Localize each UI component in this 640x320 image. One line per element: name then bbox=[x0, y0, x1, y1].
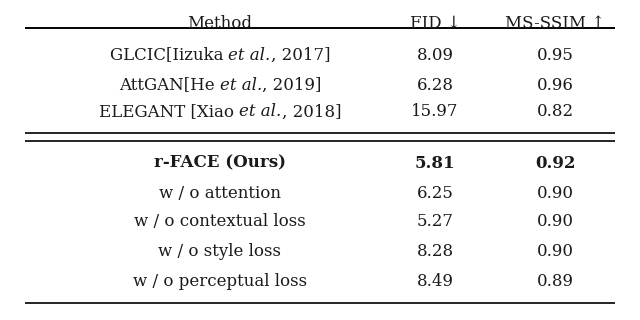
Text: et al.: et al. bbox=[228, 46, 271, 63]
Text: 8.49: 8.49 bbox=[417, 274, 454, 291]
Text: et al.: et al. bbox=[239, 103, 282, 121]
Text: et al.: et al. bbox=[220, 76, 262, 93]
Text: 8.28: 8.28 bbox=[417, 244, 454, 260]
Text: r-FACE (Ours): r-FACE (Ours) bbox=[154, 155, 286, 172]
Text: 0.90: 0.90 bbox=[536, 244, 573, 260]
Text: 6.25: 6.25 bbox=[417, 185, 453, 202]
Text: 8.09: 8.09 bbox=[417, 46, 454, 63]
Text: 5.81: 5.81 bbox=[415, 155, 455, 172]
Text: w / o style loss: w / o style loss bbox=[159, 244, 282, 260]
Text: w / o attention: w / o attention bbox=[159, 185, 281, 202]
Text: w / o perceptual loss: w / o perceptual loss bbox=[133, 274, 307, 291]
Text: 0.89: 0.89 bbox=[536, 274, 573, 291]
Text: FID ↓: FID ↓ bbox=[410, 15, 460, 32]
Text: AttGAN[He: AttGAN[He bbox=[119, 76, 220, 93]
Text: 6.28: 6.28 bbox=[417, 76, 454, 93]
Text: MS-SSIM ↑: MS-SSIM ↑ bbox=[505, 15, 605, 32]
Text: 0.90: 0.90 bbox=[536, 185, 573, 202]
Text: Method: Method bbox=[188, 15, 253, 32]
Text: , 2017]: , 2017] bbox=[271, 46, 330, 63]
Text: 0.82: 0.82 bbox=[536, 103, 573, 121]
Text: 15.97: 15.97 bbox=[412, 103, 459, 121]
Text: 0.95: 0.95 bbox=[536, 46, 573, 63]
Text: 5.27: 5.27 bbox=[417, 213, 454, 230]
Text: 0.90: 0.90 bbox=[536, 213, 573, 230]
Text: 0.96: 0.96 bbox=[536, 76, 573, 93]
Text: , 2019]: , 2019] bbox=[262, 76, 321, 93]
Text: , 2018]: , 2018] bbox=[282, 103, 341, 121]
Text: GLCIC[Iizuka: GLCIC[Iizuka bbox=[109, 46, 228, 63]
Text: ELEGANT [Xiao: ELEGANT [Xiao bbox=[99, 103, 239, 121]
Text: w / o contextual loss: w / o contextual loss bbox=[134, 213, 306, 230]
Text: 0.92: 0.92 bbox=[535, 155, 575, 172]
